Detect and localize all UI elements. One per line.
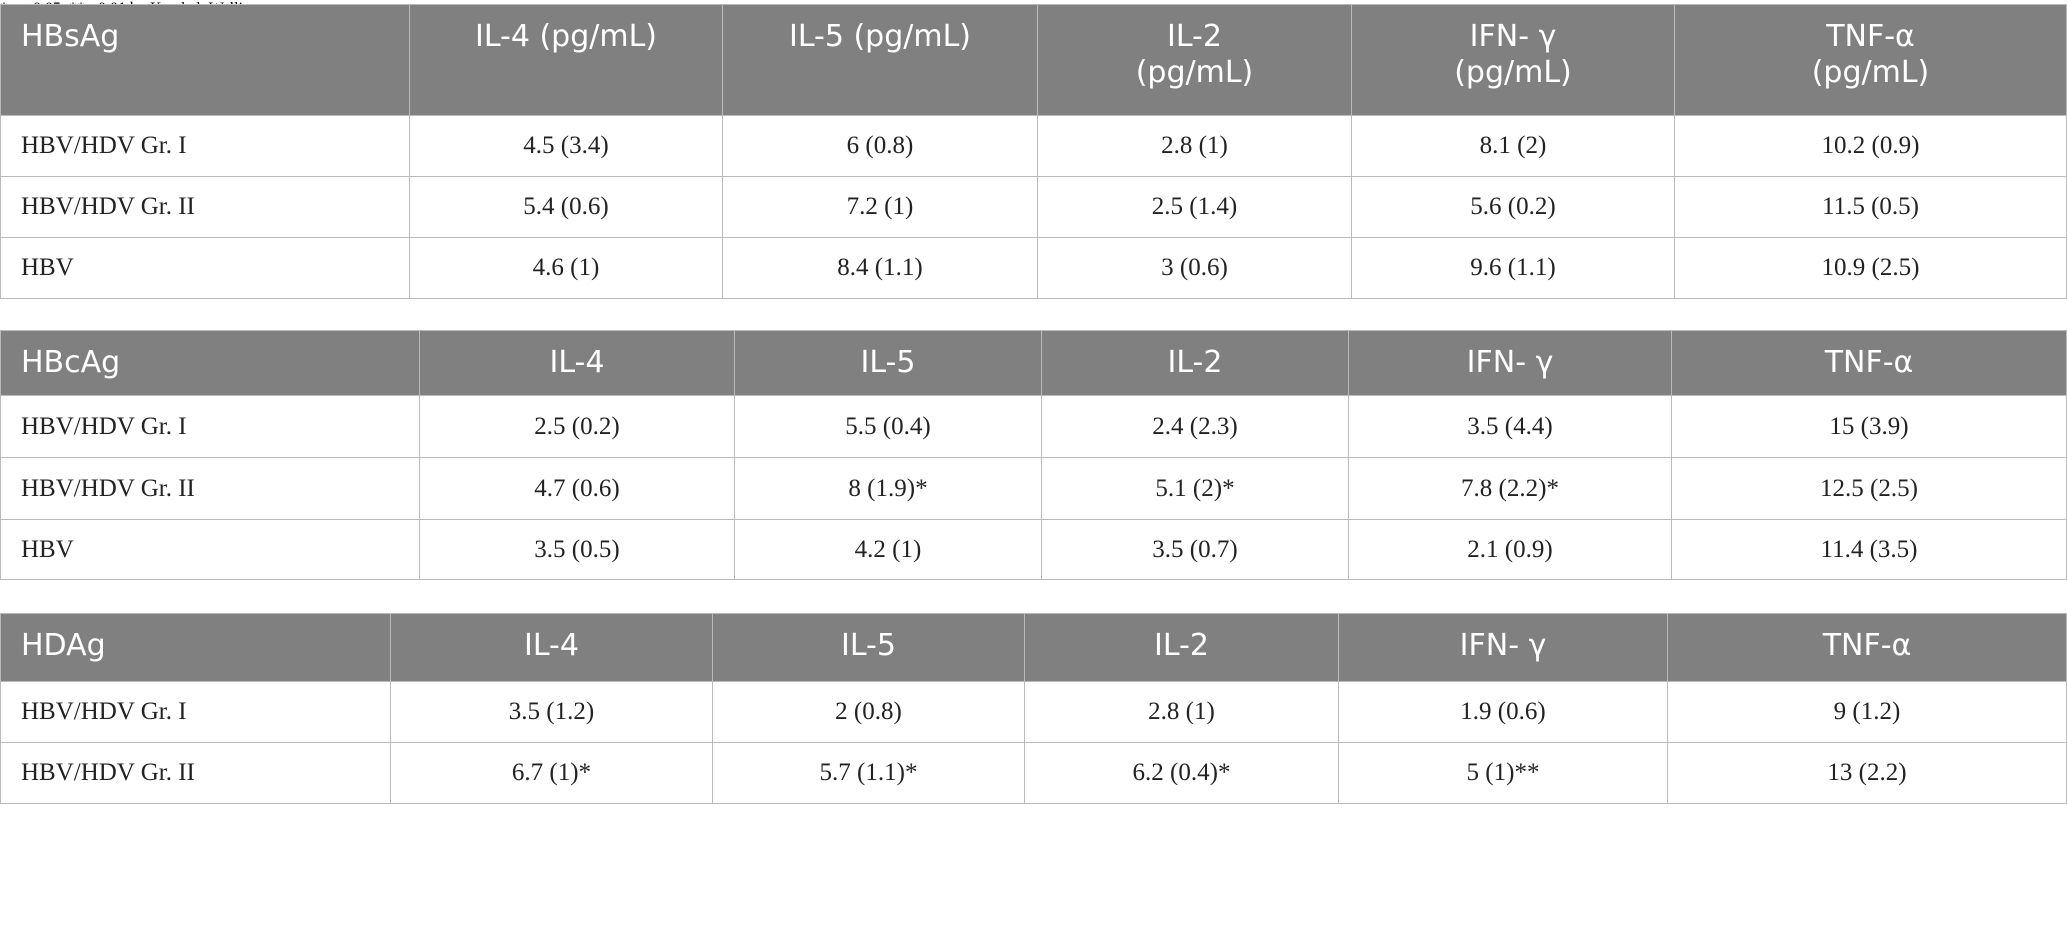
header-cell: HDAg [0,613,391,682]
header-cell: TNF-α (pg/mL) [1674,4,2067,116]
header-cell: HBcAg [0,330,420,396]
table-cell: 3.5 (4.4) [1348,395,1672,458]
table-cell: 2.1 (0.9) [1348,519,1672,580]
header-cell: IL-5 [734,330,1042,396]
table-cell: 4.5 (3.4) [409,115,723,177]
table-row: HBV/HDV Gr. II 6.7 (1)* 5.7 (1.1)* 6.2 (0.4… [0,742,2067,804]
table-cell: 10.2 (0.9) [1674,115,2067,177]
header-cell: IFN- γ [1338,613,1668,682]
header-cell: IL-5 (pg/mL) [722,4,1038,116]
table-cell: HBV/HDV Gr. I [0,395,420,458]
table-row: HBV 3.5 (0.5) 4.2 (1) 3.5 (0.7) 2.1 (0.9) 11.… [0,519,2067,580]
table-cell: 10.9 (2.5) [1674,237,2067,299]
table-cell: 9.6 (1.1) [1351,237,1675,299]
table-cell: 4.7 (0.6) [419,457,735,520]
table-cell: 6 (0.8) [722,115,1038,177]
table-cell: 6.7 (1)* [390,742,713,804]
table-cell: 13 (2.2) [1667,742,2067,804]
table-cell: HBV/HDV Gr. II [0,457,420,520]
header-cell: HBsAg [0,4,410,116]
header-row: HDAg IL-4 IL-5 IL-2 IFN- γ TNF-α [0,613,2067,682]
table-cell: HBV/HDV Gr. I [0,115,410,177]
table-cell: 3 (0.6) [1037,237,1352,299]
table-cell: HBV [0,519,420,580]
table-row: HBV/HDV Gr. I 2.5 (0.2) 5.5 (0.4) 2.4 (2.3)… [0,395,2067,458]
header-cell: TNF-α [1671,330,2067,396]
data-table: HDAg IL-4 IL-5 IL-2 IFN- γ TNF-α HBV/HDV Gr. I… [0,613,2067,804]
table-row: HBV/HDV Gr. I 4.5 (3.4) 6 (0.8) 2.8 (1) 8.1 … [0,115,2067,177]
header-row: HBsAg IL-4 (pg/mL) IL-5 (pg/mL) IL-2 (pg/mL… [0,4,2067,116]
table-row: HBV/HDV Gr. II 4.7 (0.6) 8 (1.9)* 5.1 (2)* 7… [0,457,2067,520]
table-cell: 1.9 (0.6) [1338,681,1668,743]
table-cell: 4.6 (1) [409,237,723,299]
table-cell: 7.2 (1) [722,176,1038,238]
data-table: HBcAg IL-4 IL-5 IL-2 IFN- γ TNF-α HBV/HDV Gr. … [0,330,2067,580]
table-cell: HBV/HDV Gr. II [0,176,410,238]
header-cell: IL-5 [712,613,1025,682]
table-cell: 3.5 (0.5) [419,519,735,580]
table-row: HBV 4.6 (1) 8.4 (1.1) 3 (0.6) 9.6 (1.1) 10.9 … [0,237,2067,299]
table-cell: 3.5 (1.2) [390,681,713,743]
table-cell: 11.4 (3.5) [1671,519,2067,580]
header-cell: IL-2 [1041,330,1349,396]
table-cell: 4.2 (1) [734,519,1042,580]
table-cell: 8.1 (2) [1351,115,1675,177]
table-cell: 5.7 (1.1)* [712,742,1025,804]
table-cell: 5.5 (0.4) [734,395,1042,458]
header-cell: IL-4 [419,330,735,396]
header-cell: IL-4 (pg/mL) [409,4,723,116]
data-table: HBsAg IL-4 (pg/mL) IL-5 (pg/mL) IL-2 (pg/mL… [0,4,2067,299]
table-cell: 2.5 (1.4) [1037,176,1352,238]
header-cell: IFN- γ (pg/mL) [1351,4,1675,116]
table-cell: 7.8 (2.2)* [1348,457,1672,520]
table-cell: 12.5 (2.5) [1671,457,2067,520]
table-cell: 11.5 (0.5) [1674,176,2067,238]
table-cell: HBV [0,237,410,299]
table-cell: 8 (1.9)* [734,457,1042,520]
table-row: HBV/HDV Gr. I 3.5 (1.2) 2 (0.8) 2.8 (1) 1.9 … [0,681,2067,743]
header-cell: IL-4 [390,613,713,682]
table-cell: 2.8 (1) [1024,681,1339,743]
table-cell: 2.4 (2.3) [1041,395,1349,458]
table-cell: 3.5 (0.7) [1041,519,1349,580]
table-cell: 5 (1)** [1338,742,1668,804]
table-cell: 15 (3.9) [1671,395,2067,458]
table-cell: 6.2 (0.4)* [1024,742,1339,804]
table-cell: HBV/HDV Gr. I [0,681,391,743]
table-cell: 5.6 (0.2) [1351,176,1675,238]
table-row: HBV/HDV Gr. II 5.4 (0.6) 7.2 (1) 2.5 (1.4) 5… [0,176,2067,238]
table-cell: 5.4 (0.6) [409,176,723,238]
content: HBsAg IL-4 (pg/mL) IL-5 (pg/mL) IL-2 (pg/mL… [0,0,2067,804]
header-cell: TNF-α [1667,613,2067,682]
table-cell: 2 (0.8) [712,681,1025,743]
header-row: HBcAg IL-4 IL-5 IL-2 IFN- γ TNF-α [0,330,2067,396]
header-cell: IFN- γ [1348,330,1672,396]
table-cell: 9 (1.2) [1667,681,2067,743]
table-cell: 8.4 (1.1) [722,237,1038,299]
table-cell: HBV/HDV Gr. II [0,742,391,804]
table-cell: 2.5 (0.2) [419,395,735,458]
header-cell: IL-2 (pg/mL) [1037,4,1352,116]
header-cell: IL-2 [1024,613,1339,682]
table-cell: 2.8 (1) [1037,115,1352,177]
table-cell: 5.1 (2)* [1041,457,1349,520]
